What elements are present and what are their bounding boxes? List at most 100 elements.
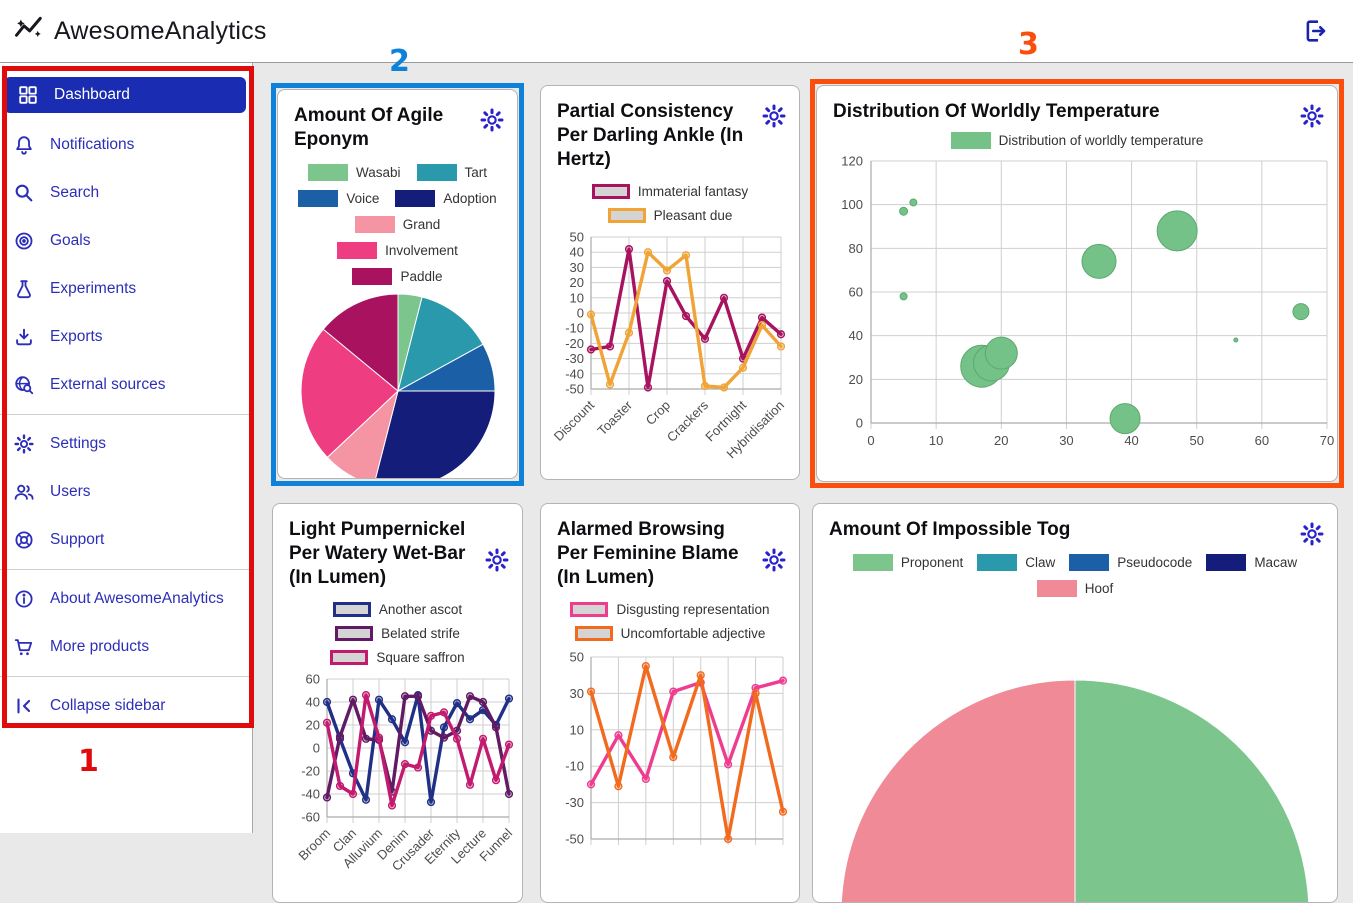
legend-item-label: Voice [346,191,379,206]
svg-text:-50: -50 [565,832,584,847]
legend-item[interactable]: Distribution of worldly temperature [951,132,1204,149]
legend-item-label: Claw [1025,555,1055,570]
legend-item[interactable]: Proponent [853,554,963,571]
legend-item-label: Macaw [1254,555,1297,570]
card-title: Amount Of Impossible Tog [829,518,1283,542]
sidebar-item-experiments[interactable]: Experiments [0,265,252,313]
gear-icon[interactable] [759,102,789,132]
svg-text:50: 50 [570,650,584,665]
legend-item[interactable]: Adoption [395,190,496,207]
sidebar-item-notifications[interactable]: Notifications [0,121,252,169]
legend-swatch [951,132,991,149]
svg-text:10: 10 [570,291,584,306]
legend-swatch [575,626,613,641]
svg-text:100: 100 [841,197,863,212]
legend-item[interactable]: Hoof [1037,580,1114,597]
svg-text:30: 30 [570,260,584,275]
legend-item-label: Pleasant due [654,208,733,223]
partial-consistency-card: Partial Consistency Per Darling Ankle (I… [540,85,800,480]
gear-icon[interactable] [1297,520,1327,550]
legend-swatch [298,190,338,207]
sidebar-item-label: About AwesomeAnalytics [50,590,224,608]
svg-text:20: 20 [994,433,1008,448]
svg-text:60: 60 [1255,433,1269,448]
gear-icon [13,433,35,455]
svg-text:-30: -30 [565,351,584,366]
sidebar-item-search[interactable]: Search [0,169,252,217]
sidebar-item-exports[interactable]: Exports [0,313,252,361]
legend-item-label: Square saffron [376,650,464,665]
sidebar-divider [0,569,252,570]
legend-item[interactable]: Another ascot [333,602,462,617]
svg-text:Crackers: Crackers [664,398,712,446]
sidebar-divider [0,676,252,677]
sidebar-item-label: Support [50,531,104,549]
legend-item[interactable]: Voice [298,190,379,207]
legend: Another ascot Belated strife Square saffro… [289,602,506,665]
sidebar-item-more-products[interactable]: More products [0,623,252,671]
card-title: Partial Consistency Per Darling Ankle (I… [557,100,745,172]
legend-item[interactable]: Disgusting representation [570,602,769,617]
legend-item[interactable]: Square saffron [330,650,464,665]
legend-item[interactable]: Tart [417,164,488,181]
sidebar-item-label: Search [50,184,99,202]
legend-item[interactable]: Wasabi [308,164,401,181]
legend-swatch [335,626,373,641]
legend-item[interactable]: Belated strife [335,626,460,641]
sidebar-item-users[interactable]: Users [0,468,252,516]
svg-text:-20: -20 [565,336,584,351]
svg-text:-20: -20 [301,764,320,779]
legend-item[interactable]: Pseudocode [1069,554,1192,571]
svg-text:0: 0 [313,741,320,756]
sidebar-item-about[interactable]: About AwesomeAnalytics [0,575,252,623]
gear-icon[interactable] [482,546,512,576]
logout-icon[interactable] [1299,16,1331,48]
legend-swatch [853,554,893,571]
sidebar-item-external-sources[interactable]: External sources [0,361,252,409]
gear-icon[interactable] [759,546,789,576]
globe-search-icon [13,374,35,396]
gear-icon[interactable] [477,106,507,136]
svg-text:Crop: Crop [643,398,674,429]
sidebar-item-label: More products [50,638,149,656]
pie-chart [840,679,1310,903]
svg-text:10: 10 [570,723,584,738]
amount-of-impossible-tog-card: Amount Of Impossible Tog Proponent Claw Ps… [812,503,1338,903]
annotation-label-1: 1 [78,744,99,779]
collapse-left-icon [13,695,35,717]
sidebar-item-goals[interactable]: Goals [0,217,252,265]
legend-item[interactable]: Uncomfortable adjective [575,626,766,641]
legend-item-label: Disgusting representation [616,602,769,617]
info-icon [13,588,35,610]
legend-item[interactable]: Macaw [1206,554,1297,571]
legend-item[interactable]: Involvement [337,242,458,259]
legend-item[interactable]: Pleasant due [608,208,733,223]
bell-icon [13,134,35,156]
sidebar-collapse-button[interactable]: Collapse sidebar [0,682,252,730]
legend-item-label: Pseudocode [1117,555,1192,570]
gear-icon[interactable] [1297,102,1327,132]
sidebar-item-support[interactable]: Support [0,516,252,564]
sidebar-item-label: Dashboard [54,86,130,104]
sidebar-divider [0,414,252,415]
legend-swatch [337,242,377,259]
legend-swatch [355,216,395,233]
legend-swatch [417,164,457,181]
sidebar-item-label: External sources [50,376,165,394]
sidebar-item-settings[interactable]: Settings [0,420,252,468]
legend-item-label: Adoption [443,191,496,206]
legend-item-label: Involvement [385,243,458,258]
legend-item-label: Paddle [400,269,442,284]
legend-item[interactable]: Claw [977,554,1055,571]
legend-item-label: Proponent [901,555,963,570]
alarmed-browsing-card: Alarmed Browsing Per Feminine Blame (In … [540,503,800,903]
sidebar-item-dashboard[interactable]: Dashboard [4,77,246,113]
svg-text:0: 0 [867,433,874,448]
legend-item[interactable]: Paddle [352,268,442,285]
legend-item[interactable]: Grand [355,216,441,233]
svg-text:20: 20 [849,372,863,387]
legend-item[interactable]: Immaterial fantasy [592,184,748,199]
sidebar-item-label: Collapse sidebar [50,697,165,715]
legend: Distribution of worldly temperature [833,132,1321,149]
card-title: Amount Of Agile Eponym [294,104,463,152]
